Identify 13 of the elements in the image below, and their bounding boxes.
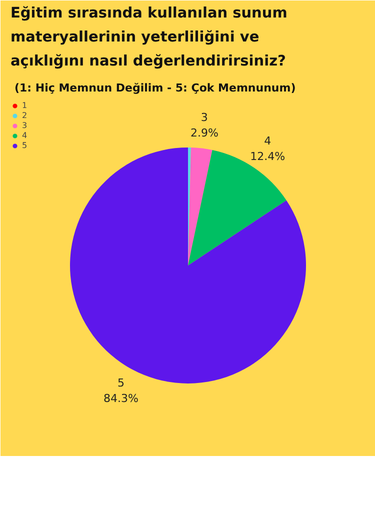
legend-label: 3 bbox=[22, 121, 28, 130]
chart-title: Eğitim sırasında kullanılan sunum materyallerinin yeterliliğini ve açıklığını nasıl değerlendirirsiniz? bbox=[10, 6, 288, 70]
legend-label: 2 bbox=[22, 111, 28, 120]
slice-label: 5 bbox=[117, 376, 124, 390]
legend-label: 5 bbox=[22, 141, 28, 150]
legend-label: 1 bbox=[22, 101, 28, 110]
slice-label: 3 bbox=[200, 111, 208, 124]
chart-subtitle: (1: Hiç Memnun Değilim - 5: Çok Memnunum) bbox=[14, 82, 296, 94]
data-label: 84.3% bbox=[103, 392, 138, 405]
data-label: 2.9% bbox=[190, 126, 218, 140]
legend-label: 4 bbox=[22, 131, 28, 140]
slice-label: 4 bbox=[264, 134, 272, 148]
data-label: 12.4% bbox=[250, 150, 286, 164]
